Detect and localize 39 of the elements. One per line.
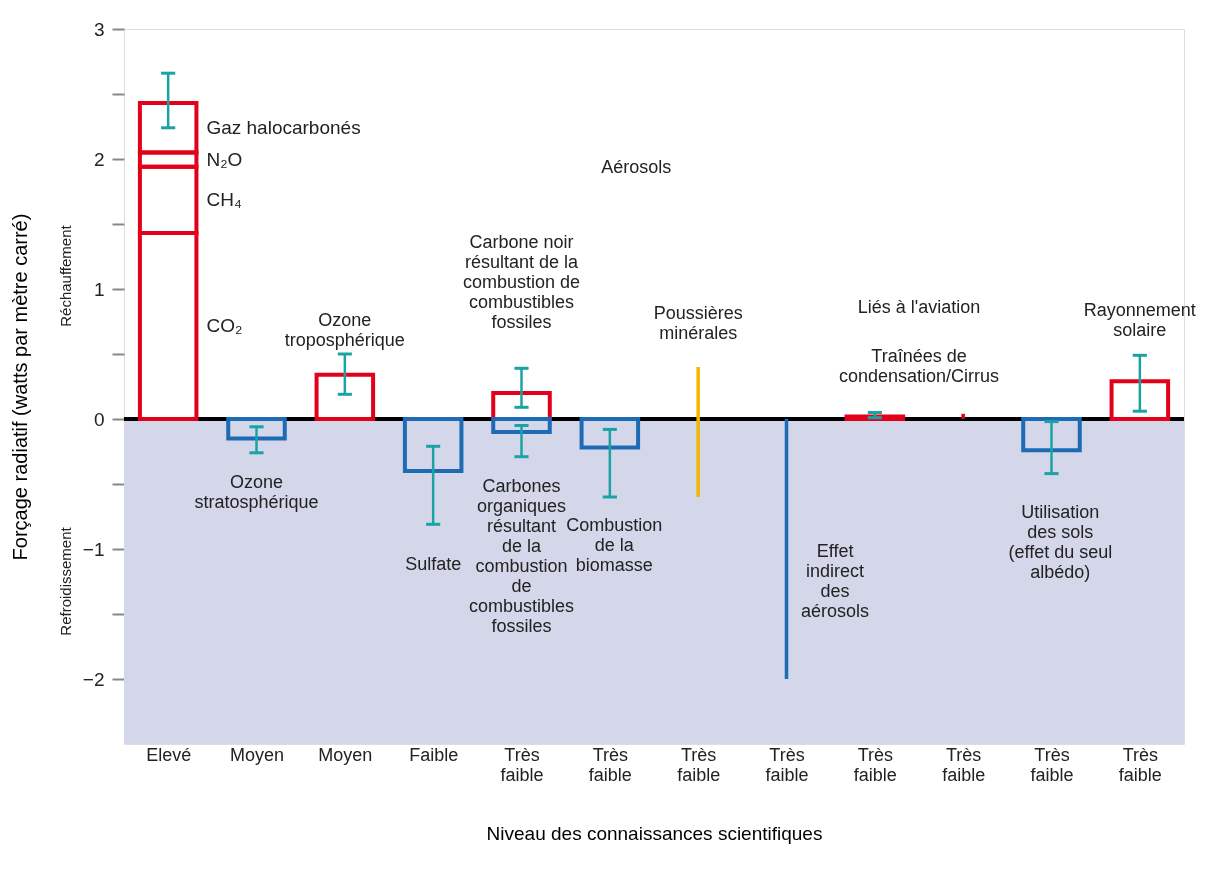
annotation: Rayonnement solaire: [1083, 300, 1196, 340]
annotation: Combustion de la biomasse: [566, 514, 663, 575]
x-tick-label: Moyen: [229, 744, 285, 765]
annotation: Sulfate: [405, 553, 462, 574]
x-tick-label: Faible: [409, 744, 459, 765]
y-tick-label: 2: [93, 148, 105, 170]
y-tick-label: 3: [93, 18, 105, 40]
bar: [961, 413, 965, 419]
annotation: Poussières minérales: [653, 302, 743, 343]
y-tick-label: −2: [82, 668, 105, 690]
series-label: N₂O: [206, 148, 243, 170]
annotation: Ozone troposphérique: [284, 310, 405, 351]
series-label: Gaz halocarbonés: [206, 116, 361, 138]
annotation: Ozone stratosphérique: [194, 471, 319, 512]
x-tick-label: Elevé: [146, 744, 192, 765]
x-tick-label: Très faible: [942, 744, 986, 785]
x-tick-label: Très faible: [500, 744, 544, 785]
x-axis-title: Niveau des connaissances scientifiques: [486, 822, 823, 844]
annotation: Traînées de condensation/Cirrus: [838, 345, 1000, 386]
annotation: Liés à l'aviation: [857, 297, 981, 318]
x-tick-label: Très faible: [1030, 744, 1074, 785]
x-tick-label: Moyen: [318, 744, 373, 765]
series-label: CO₂: [206, 315, 243, 337]
x-tick-label: Très faible: [853, 744, 897, 785]
series-label: CH₄: [206, 188, 242, 210]
x-tick-label: Très faible: [765, 744, 809, 785]
y-tick-label: 0: [93, 408, 105, 430]
annotation: Carbone noir résultant de la combustion de combustibles fossiles: [462, 232, 581, 333]
annotation: Utilisation des sols (effet du seul albédo): [1008, 501, 1113, 582]
annotation: Aérosols: [601, 157, 672, 177]
x-tick-label: Très faible: [588, 744, 632, 785]
x-tick-label: Très faible: [1118, 744, 1162, 785]
text: Refroidissement: [57, 526, 74, 636]
y-tick-label: 1: [93, 278, 105, 300]
text: Réchauffement: [57, 224, 74, 327]
y-axis-title: Forçage radiatif (watts par mètre carré): [8, 213, 31, 561]
x-tick-label: Très faible: [677, 744, 721, 785]
annotation: Effet indirect des aérosols: [801, 540, 870, 621]
y-tick-label: −1: [82, 538, 105, 560]
